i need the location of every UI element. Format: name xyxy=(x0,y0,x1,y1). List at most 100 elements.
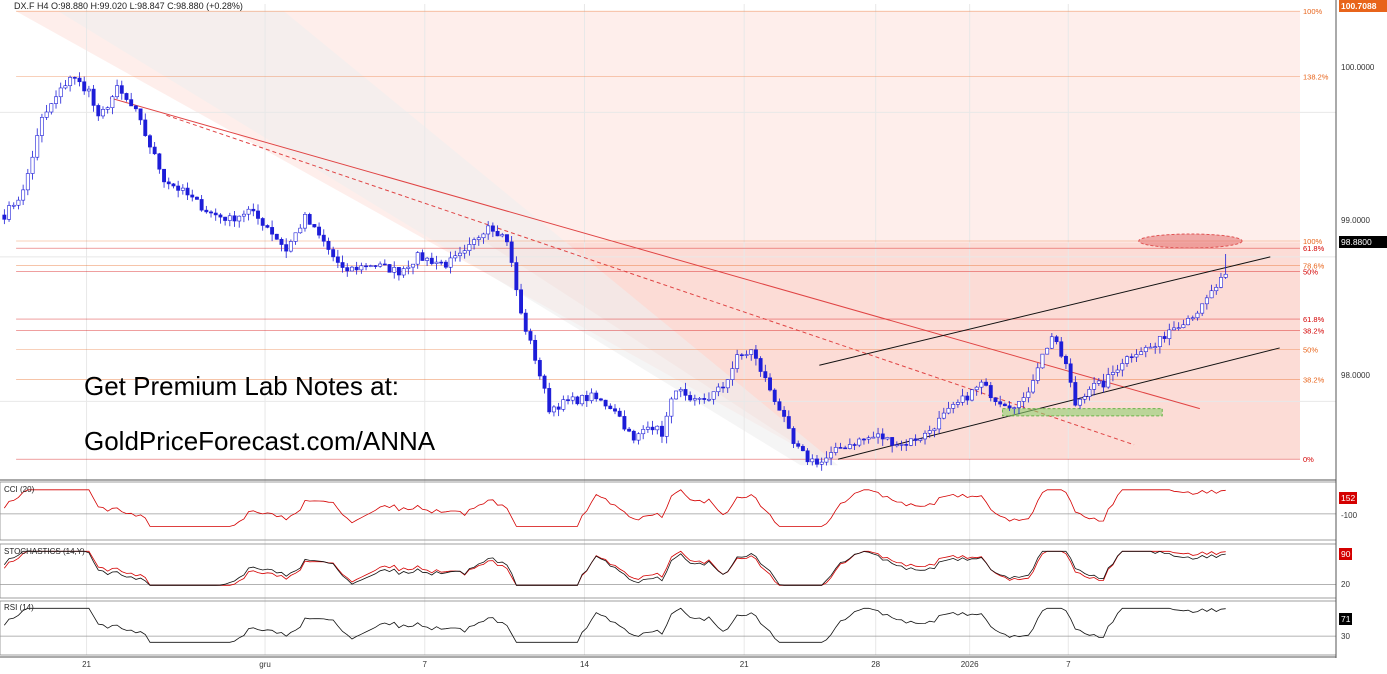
candle-body xyxy=(486,225,491,235)
trendline-resistance xyxy=(109,97,1200,410)
candle-body xyxy=(1106,374,1111,388)
candle-body xyxy=(176,185,181,191)
candle-body xyxy=(387,264,392,273)
candle-body xyxy=(965,395,970,401)
candle-body xyxy=(575,396,580,405)
candle-body xyxy=(880,433,885,440)
candle-body xyxy=(598,398,603,401)
candle-body xyxy=(533,339,538,361)
candle-body xyxy=(1143,347,1148,353)
x-tick-label: gru xyxy=(259,660,271,669)
candle-body xyxy=(509,241,514,263)
stochastics-value-tag: 90 xyxy=(1339,548,1353,560)
support-zone xyxy=(1002,408,1163,417)
candle-body xyxy=(1139,351,1144,355)
candle-body xyxy=(256,210,260,219)
candle-body xyxy=(495,231,500,237)
candle-body xyxy=(763,371,768,379)
candle-body xyxy=(1045,347,1050,355)
candle-body xyxy=(1082,396,1087,400)
candle-body xyxy=(984,381,989,386)
candle-body xyxy=(1059,341,1064,357)
promo-line-1: Get Premium Lab Notes at: xyxy=(84,371,400,401)
candle-body xyxy=(227,215,232,221)
rsi-value-tag: 71 xyxy=(1339,613,1353,625)
candle-body xyxy=(551,406,556,413)
candle-body xyxy=(528,331,533,341)
fib-zone-dark xyxy=(485,242,1301,460)
candle-body xyxy=(1167,329,1172,339)
candle-body xyxy=(871,436,876,439)
candle-body xyxy=(1054,336,1059,343)
stochastics-line xyxy=(3,550,1226,586)
x-tick-label: 7 xyxy=(1066,660,1071,669)
candle-body xyxy=(594,392,599,400)
candle-body xyxy=(857,438,862,446)
fib-level-label: 50% xyxy=(1303,345,1318,354)
candle-body xyxy=(542,375,547,389)
candle-body xyxy=(622,416,627,430)
top-price-tag: 100.7088 xyxy=(1339,0,1387,12)
candle-body xyxy=(505,234,509,243)
candle-body xyxy=(923,432,927,440)
candle-body xyxy=(697,398,702,400)
candle-body xyxy=(791,428,796,444)
candlesticks xyxy=(2,72,1228,471)
candle-body xyxy=(1214,287,1219,292)
candle-body xyxy=(1087,388,1092,397)
candle-body xyxy=(378,263,383,267)
candle-body xyxy=(77,77,82,83)
candle-body xyxy=(523,312,528,332)
candle-body xyxy=(932,428,937,431)
candle-body xyxy=(998,401,1003,405)
candle-body xyxy=(72,77,77,79)
candle-body xyxy=(1049,336,1054,349)
candle-body xyxy=(1176,327,1181,329)
candle-body xyxy=(1096,380,1101,384)
candle-body xyxy=(101,109,105,117)
candle-body xyxy=(810,458,815,463)
candle-body xyxy=(702,398,707,400)
candle-body xyxy=(218,214,223,218)
candle-body xyxy=(866,437,871,440)
candle-body xyxy=(396,267,401,276)
candle-body xyxy=(265,225,270,228)
candle-body xyxy=(627,428,632,432)
candle-body xyxy=(241,213,246,217)
candle-body xyxy=(44,111,49,118)
candle-body xyxy=(669,398,674,417)
candle-body xyxy=(1181,324,1186,328)
candle-body xyxy=(1021,397,1026,402)
candle-body xyxy=(1120,363,1125,371)
cci-panel-frame xyxy=(0,481,1337,541)
candle-body xyxy=(350,266,354,272)
cci-value-tag: 152 xyxy=(1339,492,1358,504)
candle-body xyxy=(641,429,646,435)
candle-body xyxy=(171,183,176,187)
last-price-tag: 98.8800 xyxy=(1339,236,1387,248)
candle-body xyxy=(744,354,749,356)
x-tick-label: 28 xyxy=(871,660,880,669)
candle-body xyxy=(364,265,368,268)
candle-body xyxy=(645,426,650,430)
candle-body xyxy=(251,208,256,212)
fan-shade xyxy=(58,11,839,466)
candle-body xyxy=(1129,356,1134,358)
candle-body xyxy=(448,257,453,268)
rsi-line xyxy=(3,607,1226,643)
candle-body xyxy=(279,238,284,245)
candle-body xyxy=(54,96,58,104)
x-tick-label: 21 xyxy=(740,660,749,669)
candle-body xyxy=(955,402,960,405)
candle-body xyxy=(199,199,204,211)
candle-body xyxy=(1134,354,1139,358)
cci-line xyxy=(3,489,1226,527)
candle-body xyxy=(556,406,561,410)
trendline-resistance-dashed xyxy=(166,114,1135,446)
candle-body xyxy=(166,181,171,185)
candle-body xyxy=(603,399,608,407)
candle-body xyxy=(119,85,124,94)
fib-background-shading xyxy=(16,11,1301,466)
candle-body xyxy=(194,196,199,200)
